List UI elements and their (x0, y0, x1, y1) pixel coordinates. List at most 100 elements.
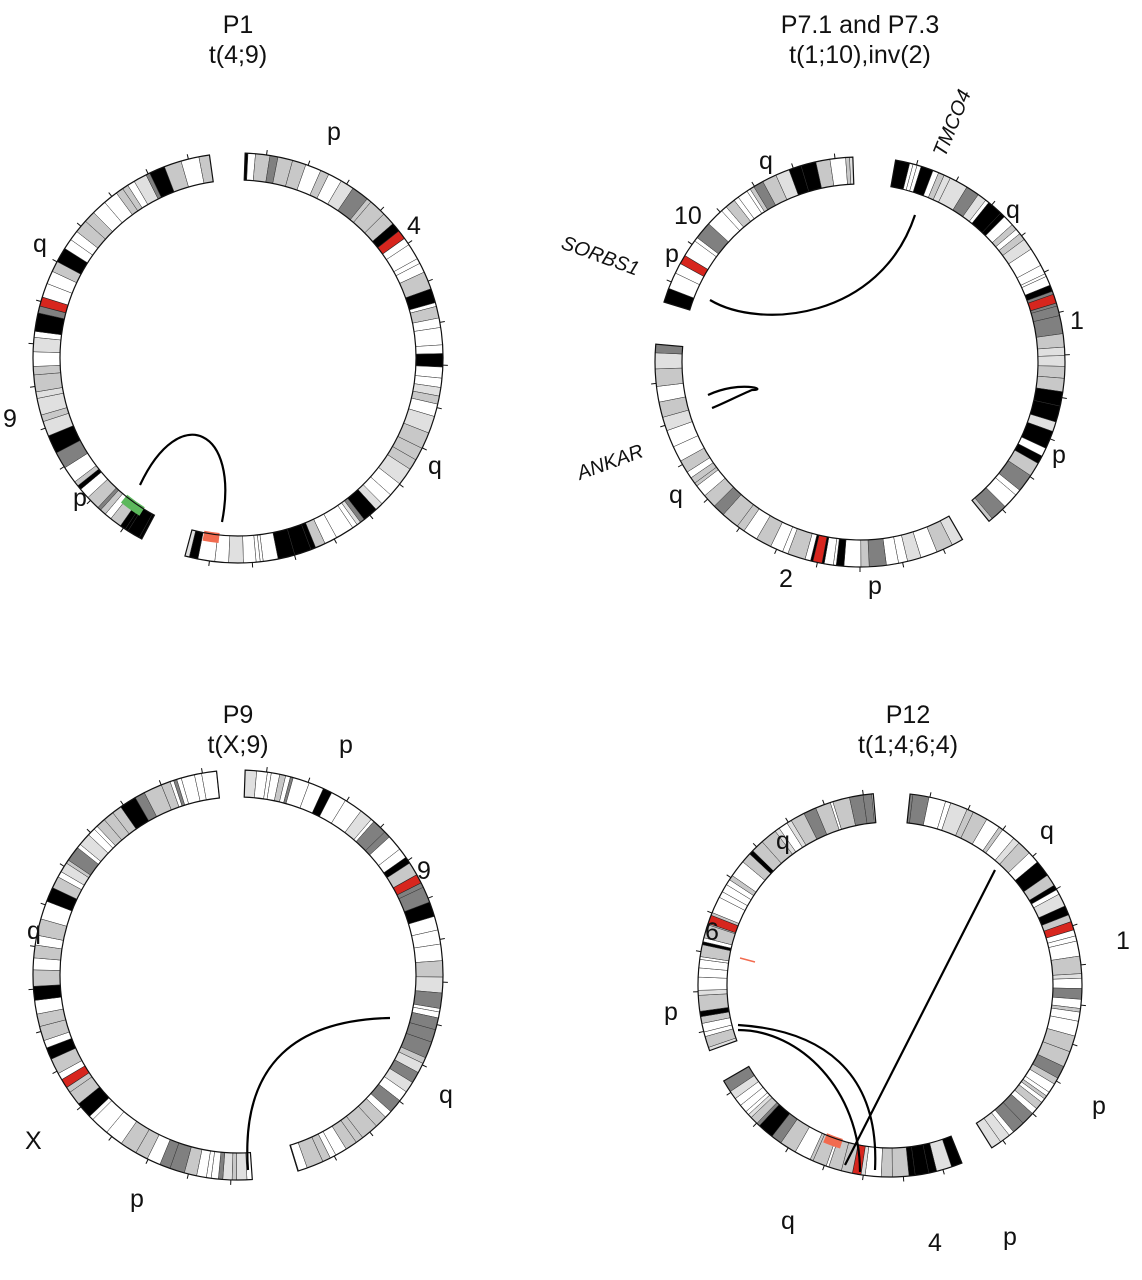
chromosome-band (228, 535, 244, 564)
arm-label: q (27, 917, 41, 945)
scale-tick (201, 768, 203, 774)
translocation-link (246, 1016, 391, 1171)
translocation-link (707, 385, 759, 410)
chromosome-band (415, 960, 444, 978)
arm-label: p (868, 572, 882, 600)
chromosome-outline (32, 154, 214, 540)
scale-tick (1032, 1113, 1037, 1118)
arm-label: p (1092, 1092, 1106, 1120)
scale-tick (35, 1031, 42, 1034)
scale-tick (266, 149, 268, 156)
scale-tick (346, 179, 350, 185)
scale-tick (955, 176, 960, 182)
subtitle: t(1;4;6;4) (857, 731, 959, 759)
scale-tick (59, 466, 65, 470)
scale-tick (76, 222, 82, 227)
scale-tick (266, 766, 268, 773)
scale-tick (108, 1136, 113, 1141)
chromosome-band (1037, 355, 1066, 367)
breakpoint-marker (739, 957, 756, 963)
scale-tick (815, 562, 818, 568)
scale-tick (726, 874, 732, 879)
scale-tick (427, 278, 433, 282)
title: P7.1 and P7.3 (780, 11, 940, 39)
scale-tick (145, 169, 149, 174)
scale-tick (791, 163, 794, 169)
panel-title-p1: P1 t(4;9) (38, 10, 438, 70)
scale-tick (52, 258, 58, 263)
arm-label: q (439, 1081, 453, 1109)
scale-tick (29, 386, 36, 388)
translocation-link (709, 214, 917, 316)
chromosome-label: 10 (674, 202, 702, 230)
chromosome-band (1052, 977, 1083, 989)
chromosome-band (843, 539, 862, 568)
scale-tick (707, 910, 713, 914)
scale-tick (1072, 1043, 1078, 1047)
scale-tick (407, 240, 413, 244)
scale-tick (822, 799, 825, 805)
scale-tick (1056, 1080, 1061, 1084)
scale-tick (380, 206, 385, 211)
scale-tick (427, 895, 433, 899)
scale-tick (1002, 1140, 1007, 1145)
chromosome-band (860, 539, 870, 568)
chromosome-band (32, 351, 61, 367)
scale-tick (307, 777, 311, 783)
title: P12 (885, 701, 931, 729)
scale-tick (716, 208, 721, 213)
scale-tick (736, 527, 740, 533)
scale-tick (1021, 232, 1026, 237)
chromosome-band (32, 969, 61, 987)
scale-tick (439, 321, 445, 323)
chromosome-band (415, 344, 444, 355)
scale-tick (333, 1155, 338, 1161)
translocation-link (737, 1028, 862, 1173)
scale-tick (380, 823, 385, 828)
scale-tick (929, 792, 932, 798)
arm-label: q (1040, 817, 1054, 845)
arm-label: p (1052, 441, 1066, 469)
arm-label: p (339, 731, 353, 759)
chromosome-label: 2 (779, 565, 793, 593)
title: P1 (222, 11, 254, 39)
scale-tick (186, 1173, 189, 1179)
gene-label-ankar: ANKAR (573, 440, 646, 485)
scale-tick (916, 159, 919, 166)
scale-tick (1080, 1004, 1086, 1007)
scale-tick (785, 1147, 789, 1153)
chromosome-band (654, 367, 684, 387)
scale-tick (59, 863, 65, 867)
panel-title-p9: P9 t(X;9) (38, 700, 438, 760)
arm-label: p (327, 118, 341, 146)
scale-tick (862, 789, 864, 795)
scale-tick (399, 1100, 404, 1105)
chromosome-label: X (25, 1127, 42, 1155)
scale-tick (436, 1024, 442, 1027)
scale-tick (1002, 509, 1007, 514)
chromosome-outline (663, 156, 855, 311)
scale-tick (651, 382, 657, 385)
scale-tick (698, 1030, 704, 1034)
arm-label: q (428, 452, 442, 480)
gene-label-sorbs1: SORBS1 (558, 232, 642, 280)
chromosome-label: 4 (928, 1229, 942, 1257)
scale-tick (1049, 438, 1055, 442)
chromosome-label: 9 (417, 857, 431, 885)
scale-tick (1058, 310, 1064, 313)
scale-tick (35, 299, 42, 302)
scale-tick (1032, 852, 1037, 857)
scale-tick (439, 938, 445, 940)
scale-tick (1072, 923, 1078, 927)
scale-tick (145, 1159, 149, 1164)
chromosome-band (236, 1152, 248, 1181)
scale-tick (991, 200, 996, 206)
scale-tick (436, 407, 442, 410)
arm-label: p (665, 240, 679, 268)
breakpoint-marker (823, 1133, 843, 1149)
scale-tick (752, 842, 757, 848)
arm-label: q (781, 1207, 795, 1235)
scale-tick (726, 1091, 732, 1096)
scale-tick (422, 447, 427, 451)
